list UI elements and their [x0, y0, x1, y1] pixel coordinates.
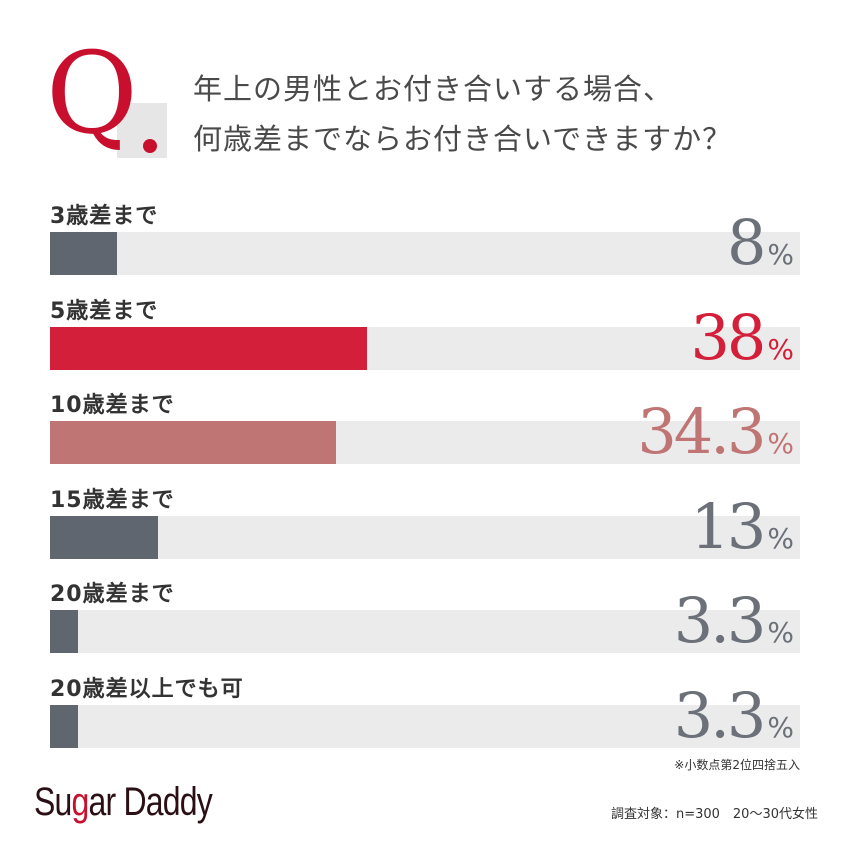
value-label: 8% [727, 212, 794, 286]
value-label: 13% [690, 495, 794, 570]
value-number: 13 [690, 489, 766, 563]
percent-sign: % [767, 238, 794, 271]
bar-track [50, 326, 800, 370]
bar [50, 326, 367, 370]
question-line-1: 年上の男性とお付き合いする場合、 [193, 72, 674, 106]
bar-row: 10歳差まで 34.3% [50, 387, 800, 481]
q-dot [143, 139, 157, 153]
bar-row: 20歳差まで 3.3% [50, 576, 800, 670]
category-label: 20歳差以上でも可 [50, 677, 244, 702]
survey-info: 調査対象：n=300 20～30代女性 [610, 807, 818, 822]
bar [50, 232, 117, 275]
bar [50, 705, 78, 748]
bar-row: 20歳差以上でも可 3.3% [50, 671, 800, 765]
category-label: 15歳差まで [50, 487, 175, 513]
percent-sign: % [767, 332, 794, 366]
q-letter: Q [46, 29, 138, 159]
bar-track [50, 610, 800, 654]
sugar-daddy-logo: Sugar Daddy [34, 780, 213, 824]
category-label: 5歳差まで [50, 298, 159, 324]
value-number: 8 [726, 206, 766, 279]
percent-sign: % [767, 616, 794, 650]
bar [50, 515, 159, 559]
value-label: 3.3% [674, 685, 794, 759]
rounding-note: ※小数点第2位四捨五入 [674, 758, 800, 772]
question-title: 年上の男性とお付き合いする場合、 何歳差までならお付き合いできますか？ [193, 64, 732, 164]
value-label: 38% [690, 306, 794, 381]
bar-row: 5歳差まで 38% [50, 293, 800, 387]
bar-track [50, 515, 800, 559]
bar [50, 610, 78, 654]
category-label: 20歳差まで [50, 582, 175, 608]
bar [50, 421, 336, 465]
percent-sign: % [767, 427, 794, 461]
value-label: 3.3% [674, 590, 794, 664]
value-number: 38 [690, 300, 766, 374]
category-label: 3歳差まで [50, 204, 159, 229]
bar-row: 15歳差まで 13% [50, 482, 800, 576]
q-box-decoration [117, 103, 167, 158]
bar-track [50, 705, 800, 748]
question-line-2: 何歳差までならお付き合いできますか？ [193, 122, 733, 156]
bar-row: 3歳差まで 8% [50, 198, 800, 292]
value-number: 3.3 [673, 679, 767, 752]
value-label: 34.3% [637, 401, 794, 475]
percent-sign: % [767, 711, 794, 744]
bar-track [50, 232, 800, 275]
value-number: 3.3 [673, 584, 767, 658]
category-label: 10歳差まで [50, 393, 175, 419]
percent-sign: % [767, 521, 794, 555]
bar-track [50, 421, 800, 465]
value-number: 34.3 [637, 395, 766, 469]
